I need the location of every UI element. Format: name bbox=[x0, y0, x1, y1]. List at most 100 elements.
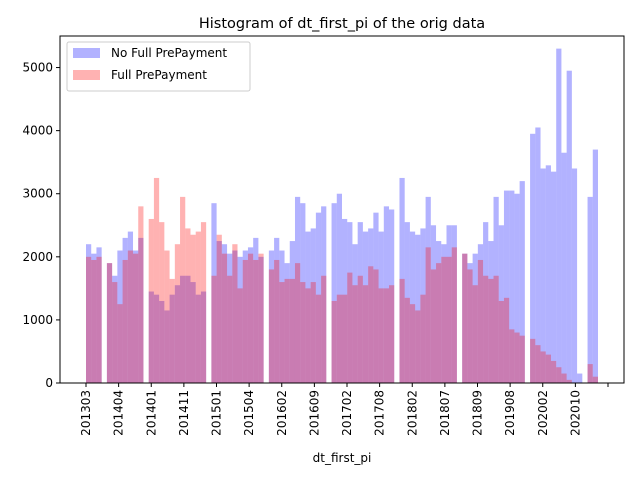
bar-full-prepayment bbox=[305, 288, 311, 383]
x-tick-label: 201404 bbox=[112, 390, 126, 436]
bar-full-prepayment bbox=[247, 253, 254, 383]
bar-no-full-prepayment bbox=[169, 294, 175, 383]
bar-no-full-prepayment bbox=[561, 152, 567, 383]
bar-no-full-prepayment bbox=[373, 212, 379, 383]
bar-no-full-prepayment bbox=[530, 133, 536, 383]
bar-full-prepayment bbox=[284, 278, 290, 383]
bar-no-full-prepayment bbox=[180, 275, 186, 383]
bar-no-full-prepayment bbox=[242, 250, 248, 383]
bar-full-prepayment bbox=[587, 364, 593, 383]
bar-full-prepayment bbox=[117, 304, 123, 383]
bar-full-prepayment bbox=[488, 278, 494, 383]
bar-no-full-prepayment bbox=[221, 244, 228, 383]
bar-full-prepayment bbox=[430, 269, 437, 383]
bar-full-prepayment bbox=[138, 206, 144, 383]
x-tick-label: 201809 bbox=[471, 390, 485, 436]
bar-full-prepayment bbox=[195, 231, 201, 383]
bar-no-full-prepayment bbox=[336, 193, 342, 383]
x-axis-ticks: 201303 201404 201401 201411 201501 201504 2016… bbox=[79, 383, 609, 436]
bar-full-prepayment bbox=[357, 275, 363, 383]
bar-full-prepayment bbox=[347, 272, 353, 383]
bar-no-full-prepayment bbox=[357, 222, 363, 383]
bar-no-full-prepayment bbox=[315, 212, 322, 383]
bar-full-prepayment bbox=[441, 256, 447, 383]
bar-no-full-prepayment bbox=[425, 196, 431, 383]
bar-full-prepayment bbox=[221, 253, 228, 383]
bar-full-prepayment bbox=[545, 354, 551, 383]
bar-full-prepayment bbox=[289, 278, 295, 383]
bar-full-prepayment bbox=[96, 256, 102, 383]
bar-full-prepayment bbox=[294, 263, 301, 383]
bar-no-full-prepayment bbox=[535, 127, 541, 383]
bar-full-prepayment bbox=[258, 253, 264, 383]
bar-full-prepayment bbox=[383, 288, 390, 383]
bar-no-full-prepayment bbox=[289, 241, 295, 383]
bar-full-prepayment bbox=[153, 177, 160, 383]
legend-label-no-full-prepayment: No Full PrePayment bbox=[111, 46, 227, 60]
bar-full-prepayment bbox=[462, 253, 468, 383]
bar-no-full-prepayment bbox=[274, 237, 280, 383]
bar-full-prepayment bbox=[519, 335, 525, 383]
bar-no-full-prepayment bbox=[488, 241, 494, 383]
bar-full-prepayment bbox=[483, 275, 489, 383]
bar-full-prepayment bbox=[446, 256, 452, 383]
plot-frame bbox=[59, 35, 625, 384]
bar-no-full-prepayment bbox=[509, 190, 515, 383]
bar-no-full-prepayment bbox=[472, 253, 478, 383]
bar-no-full-prepayment bbox=[409, 231, 416, 383]
series-no-full-prepayment bbox=[86, 48, 598, 384]
bar-no-full-prepayment bbox=[383, 206, 390, 383]
bar-no-full-prepayment bbox=[138, 237, 144, 383]
bar-no-full-prepayment bbox=[503, 190, 510, 383]
bar-full-prepayment bbox=[404, 297, 410, 383]
bar-full-prepayment bbox=[122, 259, 128, 383]
x-tick-label: 201401 bbox=[144, 390, 158, 436]
bar-no-full-prepayment bbox=[216, 241, 222, 383]
bar-full-prepayment bbox=[389, 285, 395, 383]
x-tick-label: 201908 bbox=[503, 390, 517, 436]
bar-no-full-prepayment bbox=[305, 231, 311, 383]
bar-no-full-prepayment bbox=[514, 193, 520, 383]
bar-no-full-prepayment bbox=[477, 244, 484, 383]
bar-no-full-prepayment bbox=[247, 247, 254, 383]
bar-no-full-prepayment bbox=[112, 275, 118, 383]
x-tick-label: 201303 bbox=[79, 390, 93, 436]
bar-full-prepayment bbox=[451, 247, 457, 383]
bar-full-prepayment bbox=[133, 253, 139, 383]
bar-full-prepayment bbox=[342, 294, 348, 383]
bar-full-prepayment bbox=[216, 234, 222, 383]
bar-no-full-prepayment bbox=[493, 196, 499, 383]
bar-full-prepayment bbox=[321, 275, 327, 383]
y-tick-label: 4000 bbox=[22, 124, 53, 138]
bar-no-full-prepayment bbox=[279, 250, 285, 383]
bar-no-full-prepayment bbox=[378, 231, 384, 383]
bar-no-full-prepayment bbox=[430, 225, 437, 383]
bar-full-prepayment bbox=[274, 259, 280, 383]
bar-no-full-prepayment bbox=[211, 203, 217, 383]
bar-full-prepayment bbox=[174, 244, 181, 383]
bar-no-full-prepayment bbox=[566, 70, 572, 383]
bar-full-prepayment bbox=[164, 250, 170, 383]
bar-full-prepayment bbox=[232, 244, 238, 383]
series-full-prepayment bbox=[86, 177, 598, 383]
bar-full-prepayment bbox=[561, 373, 567, 383]
bar-no-full-prepayment bbox=[545, 165, 551, 383]
y-tick-label: 5000 bbox=[22, 61, 53, 75]
bar-no-full-prepayment bbox=[148, 291, 154, 383]
bar-full-prepayment bbox=[159, 222, 165, 383]
bar-no-full-prepayment bbox=[347, 222, 353, 383]
bar-full-prepayment bbox=[368, 266, 374, 383]
bar-full-prepayment bbox=[279, 282, 285, 383]
bar-no-full-prepayment bbox=[556, 48, 562, 384]
bar-no-full-prepayment bbox=[368, 228, 374, 383]
legend-swatch-full-prepayment bbox=[73, 70, 100, 80]
bar-full-prepayment bbox=[200, 222, 207, 383]
bar-full-prepayment bbox=[436, 263, 442, 383]
bar-full-prepayment bbox=[169, 278, 175, 383]
bar-no-full-prepayment bbox=[331, 203, 337, 383]
bar-no-full-prepayment bbox=[321, 206, 327, 383]
bar-full-prepayment bbox=[503, 297, 510, 383]
bar-no-full-prepayment bbox=[237, 256, 243, 383]
bar-full-prepayment bbox=[415, 310, 421, 383]
bar-no-full-prepayment bbox=[195, 294, 201, 383]
